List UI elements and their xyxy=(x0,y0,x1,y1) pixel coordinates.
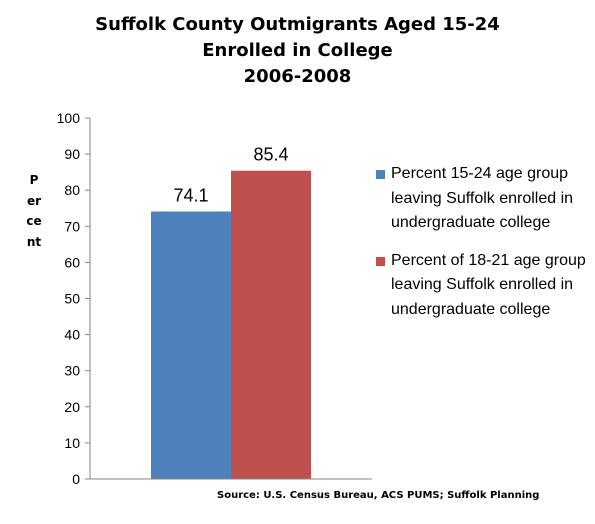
data-label-series-2: 85.4 xyxy=(253,145,288,165)
y-tick-label-40: 40 xyxy=(64,327,80,343)
y-axis-label: Percent xyxy=(26,173,42,249)
legend-item-series-1: Percent 15-24 age group leaving Suffolk … xyxy=(376,162,586,236)
legend: Percent 15-24 age group leaving Suffolk … xyxy=(376,162,586,335)
legend-swatch-series-1 xyxy=(376,170,385,179)
data-label-series-1: 74.1 xyxy=(173,185,208,205)
legend-item-series-2: Percent of 18-21 age group leaving Suffo… xyxy=(376,249,586,323)
bar-series-1 xyxy=(151,211,231,479)
legend-label-series-2: Percent of 18-21 age group leaving Suffo… xyxy=(391,251,586,318)
chart-title: Suffolk County Outmigrants Aged 15-24 En… xyxy=(0,12,595,90)
y-tick-label-10: 10 xyxy=(64,435,80,451)
y-tick-label-70: 70 xyxy=(64,218,80,234)
y-tick-label-60: 60 xyxy=(64,254,80,270)
source-note: Source: U.S. Census Bureau, ACS PUMS; Su… xyxy=(217,490,540,501)
chart-title-line-3: 2006-2008 xyxy=(243,66,352,87)
legend-label-series-1: Percent 15-24 age group leaving Suffolk … xyxy=(391,165,574,231)
legend-swatch-series-2 xyxy=(376,256,385,266)
chart-title-line-1: Suffolk County Outmigrants Aged 15-24 xyxy=(95,14,500,35)
y-tick-label-20: 20 xyxy=(64,399,80,415)
y-tick-label-0: 0 xyxy=(72,471,80,487)
y-tick-label-90: 90 xyxy=(64,146,80,162)
bar-series-2 xyxy=(231,170,311,479)
y-tick-label-100: 100 xyxy=(57,110,81,126)
y-tick-label-30: 30 xyxy=(64,363,80,379)
y-tick-label-80: 80 xyxy=(64,182,80,198)
chart-title-line-2: Enrolled in College xyxy=(202,40,393,61)
y-tick-label-50: 50 xyxy=(64,291,80,307)
